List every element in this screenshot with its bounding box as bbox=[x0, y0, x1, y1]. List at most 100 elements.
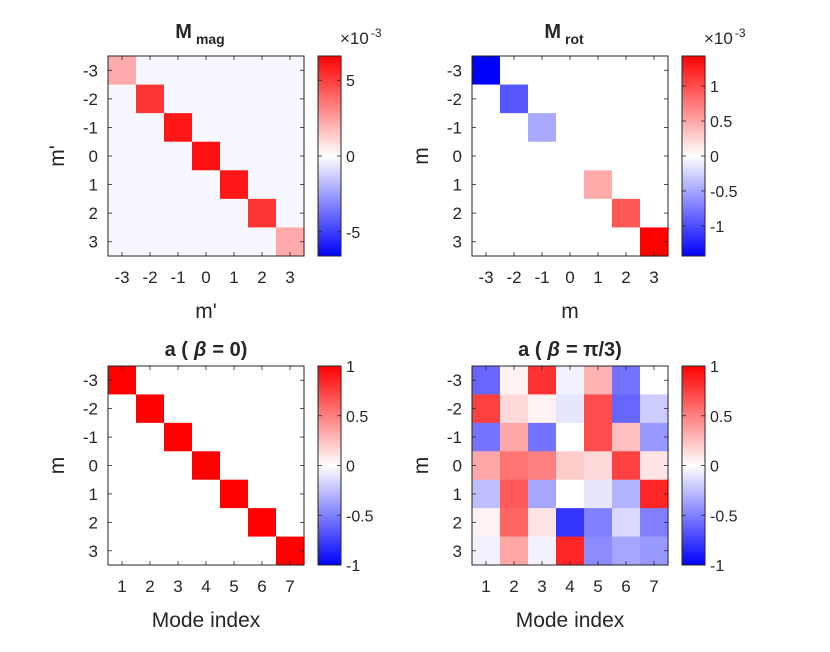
colorbar-tick-label: 0 bbox=[346, 149, 355, 166]
x-tick-label: 3 bbox=[649, 268, 658, 287]
heatmap-cell-r1-c1 bbox=[136, 394, 165, 424]
heatmap-cell-r5-c0 bbox=[108, 198, 137, 229]
heatmap-cell-r4-c0 bbox=[472, 170, 501, 200]
heatmap-cell-r0-c2 bbox=[164, 56, 193, 86]
y-tick-label: -1 bbox=[447, 428, 462, 447]
heatmap-cell-r1-c5 bbox=[248, 394, 277, 424]
x-tick-label: 1 bbox=[229, 268, 238, 287]
heatmap-cell-r2-c4 bbox=[584, 422, 613, 452]
y-tick-label: -3 bbox=[447, 61, 462, 80]
x-tick-label: 4 bbox=[201, 577, 210, 596]
x-tick-label: 3 bbox=[173, 577, 182, 596]
heatmap-cell-r5-c6 bbox=[640, 198, 669, 229]
heatmap-cell-r3-c1 bbox=[500, 141, 529, 171]
heatmap-cell-r3-c6 bbox=[640, 141, 669, 171]
colorbar-multiplier-exponent: -3 bbox=[735, 26, 746, 40]
y-axis-label: m bbox=[46, 457, 69, 475]
heatmap-cell-r6-c2 bbox=[528, 227, 557, 257]
x-tick-label: -2 bbox=[506, 268, 521, 287]
x-tick-label: -2 bbox=[142, 268, 157, 287]
heatmap-cell-r1-c4 bbox=[584, 84, 613, 114]
heatmap-cell-r6-c0 bbox=[108, 536, 137, 566]
y-tick-label: -2 bbox=[447, 90, 462, 109]
heatmap-cell-r0-c6 bbox=[640, 56, 669, 86]
heatmap-cell-r0-c5 bbox=[612, 56, 641, 86]
heatmap-cell-r5-c4 bbox=[584, 508, 613, 538]
x-tick-label: 1 bbox=[481, 577, 490, 596]
heatmap-cell-r1-c4 bbox=[220, 394, 249, 424]
y-tick-label: -1 bbox=[447, 118, 462, 137]
y-tick-label: 3 bbox=[89, 233, 98, 252]
heatmap-cell-r6-c4 bbox=[584, 536, 613, 566]
x-tick-label: 0 bbox=[565, 268, 574, 287]
heatmap-cells bbox=[472, 366, 669, 566]
y-tick-label: 0 bbox=[89, 457, 98, 476]
heatmap-cell-r1-c2 bbox=[528, 394, 557, 424]
heatmap-cell-r5-c1 bbox=[500, 508, 529, 538]
heatmap-cell-r5-c0 bbox=[472, 198, 501, 229]
colorbar-tick-label: 0 bbox=[710, 149, 719, 166]
heatmap-cell-r2-c3 bbox=[556, 113, 585, 143]
heatmap-cell-r1-c0 bbox=[108, 394, 137, 424]
heatmap-cell-r5-c3 bbox=[556, 508, 585, 538]
heatmap-cell-r6-c6 bbox=[640, 227, 669, 257]
heatmap-cell-r4-c3 bbox=[556, 479, 585, 509]
colorbar-multiplier: ×10 -3 bbox=[704, 26, 746, 48]
heatmap-cell-r0-c5 bbox=[248, 56, 277, 86]
heatmap-cell-r1-c1 bbox=[500, 394, 529, 424]
heatmap-cell-r1-c1 bbox=[500, 84, 529, 114]
heatmap-cell-r6-c3 bbox=[556, 227, 585, 257]
y-tick-label: 2 bbox=[89, 204, 98, 223]
y-tick-label: 1 bbox=[89, 485, 98, 504]
heatmap-cells bbox=[108, 366, 305, 566]
heatmap-cell-r3-c3 bbox=[556, 451, 585, 481]
y-tick-label: 3 bbox=[453, 542, 462, 561]
x-tick-label: 2 bbox=[257, 268, 266, 287]
x-tick-label: 5 bbox=[229, 577, 238, 596]
y-tick-label: 1 bbox=[89, 176, 98, 195]
heatmap-cell-r2-c0 bbox=[108, 422, 137, 452]
heatmap-cell-r4-c6 bbox=[276, 170, 305, 200]
x-tick-label: 6 bbox=[621, 577, 630, 596]
heatmap-cell-r2-c4 bbox=[220, 422, 249, 452]
heatmap-cell-r5-c5 bbox=[612, 508, 641, 538]
heatmap-cell-r2-c3 bbox=[192, 422, 221, 452]
heatmap-cell-r2-c1 bbox=[136, 422, 165, 452]
heatmap-cell-r5-c6 bbox=[276, 198, 305, 229]
heatmap-cell-r1-c5 bbox=[612, 84, 641, 114]
x-tick-label: 2 bbox=[145, 577, 154, 596]
heatmap-cell-r1-c6 bbox=[640, 84, 669, 114]
heatmap-cell-r5-c2 bbox=[164, 198, 193, 229]
heatmap-cell-r5-c4 bbox=[220, 198, 249, 229]
heatmap-cell-r4-c1 bbox=[136, 170, 165, 200]
heatmap-cell-r3-c0 bbox=[472, 141, 501, 171]
x-axis-label: Mode index bbox=[516, 609, 625, 632]
heatmap-cell-r5-c2 bbox=[528, 508, 557, 538]
heatmap-cell-r6-c1 bbox=[136, 536, 165, 566]
heatmap-cell-r1-c1 bbox=[136, 84, 165, 114]
heatmap-cell-r4-c2 bbox=[164, 170, 193, 200]
chart-title-subscript: rot bbox=[565, 31, 584, 47]
colorbar-tick-label: 1 bbox=[346, 359, 355, 376]
heatmap-cell-r2-c3 bbox=[556, 422, 585, 452]
heatmap-cell-r0-c3 bbox=[192, 366, 221, 396]
heatmap-cell-r6-c5 bbox=[248, 536, 277, 566]
heatmap-cell-r1-c0 bbox=[472, 84, 501, 114]
x-axis-label: Mode index bbox=[152, 609, 261, 632]
heatmap-cell-r2-c6 bbox=[276, 422, 305, 452]
heatmap-cell-r4-c5 bbox=[612, 479, 641, 509]
heatmap-cell-r1-c4 bbox=[220, 84, 249, 114]
heatmap-cell-r2-c1 bbox=[500, 113, 529, 143]
heatmap-cell-r4-c0 bbox=[108, 170, 137, 200]
y-tick-label: 0 bbox=[453, 147, 462, 166]
heatmap-cell-r4-c4 bbox=[220, 170, 249, 200]
heatmap-cell-r3-c3 bbox=[556, 141, 585, 171]
y-axis-label: m bbox=[410, 147, 433, 165]
heatmap-cells bbox=[108, 56, 305, 257]
heatmap-cell-r6-c0 bbox=[472, 536, 501, 566]
heatmap-cell-r1-c2 bbox=[164, 84, 193, 114]
heatmap-cell-r2-c5 bbox=[612, 422, 641, 452]
heatmap-cell-r2-c1 bbox=[136, 113, 165, 143]
